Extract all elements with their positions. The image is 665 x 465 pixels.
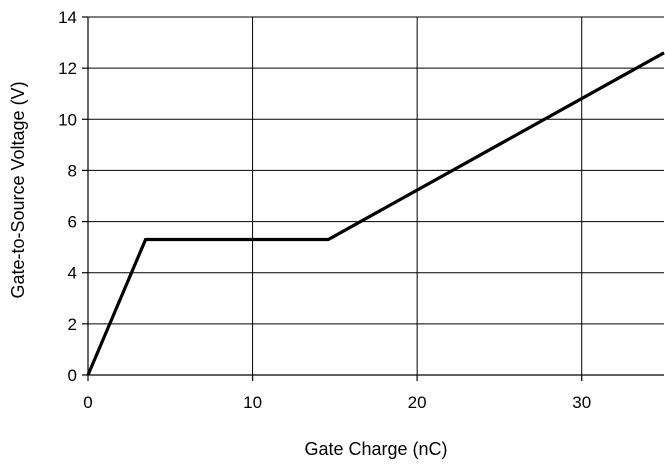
grid (88, 16, 664, 375)
y-tick-label: 4 (68, 264, 77, 283)
x-tick-label: 20 (408, 393, 427, 412)
y-axis-title: Gate-to-Source Voltage (V) (8, 81, 28, 298)
x-tick-label: 30 (572, 393, 591, 412)
tick-labels: 0 2 4 6 8 10 12 14 0 10 20 30 (58, 8, 591, 412)
axes (82, 16, 664, 381)
y-tick-label: 12 (58, 59, 77, 78)
y-tick-label: 8 (68, 161, 77, 180)
series-layer (86, 51, 665, 376)
x-axis-title: Gate Charge (nC) (304, 439, 447, 459)
y-tick-label: 14 (58, 8, 77, 27)
y-tick-label: 6 (68, 213, 77, 232)
y-tick-label: 0 (68, 366, 77, 385)
x-tick-label: 10 (243, 393, 262, 412)
y-tick-label: 2 (68, 315, 77, 334)
y-tick-label: 10 (58, 110, 77, 129)
x-tick-label: 0 (83, 393, 92, 412)
series-line (86, 51, 665, 376)
